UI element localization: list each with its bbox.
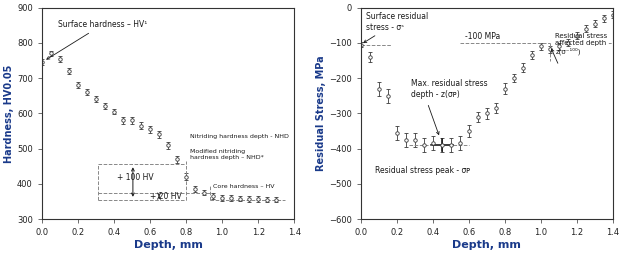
Text: Max. residual stress
depth - z(σᴘ): Max. residual stress depth - z(σᴘ) xyxy=(411,80,488,100)
Text: Nitriding hardness depth - NHD: Nitriding hardness depth - NHD xyxy=(190,134,288,139)
Text: Modified nitriding
hardness depth – NHD*: Modified nitriding hardness depth – NHD* xyxy=(190,149,263,160)
X-axis label: Depth, mm: Depth, mm xyxy=(452,240,521,250)
Text: Surface residual
stress - σˢ: Surface residual stress - σˢ xyxy=(364,12,428,43)
Text: Core hardness – HV: Core hardness – HV xyxy=(213,184,275,189)
X-axis label: Depth, mm: Depth, mm xyxy=(134,240,203,250)
Y-axis label: Hardness, HV0.05: Hardness, HV0.05 xyxy=(4,64,14,163)
Text: Surface hardness – HV¹: Surface hardness – HV¹ xyxy=(47,20,147,59)
Y-axis label: Residual Stress, MPa: Residual Stress, MPa xyxy=(316,56,326,171)
Text: + 100 HV: + 100 HV xyxy=(117,173,154,182)
Text: -100 MPa: -100 MPa xyxy=(466,32,500,41)
Text: Residual stress peak - σᴘ: Residual stress peak - σᴘ xyxy=(375,166,470,175)
Text: Residual stress
affected depth –
z(σ⁻¹⁰⁰): Residual stress affected depth – z(σ⁻¹⁰⁰… xyxy=(555,33,612,55)
Text: + 20 HV: + 20 HV xyxy=(150,192,182,201)
